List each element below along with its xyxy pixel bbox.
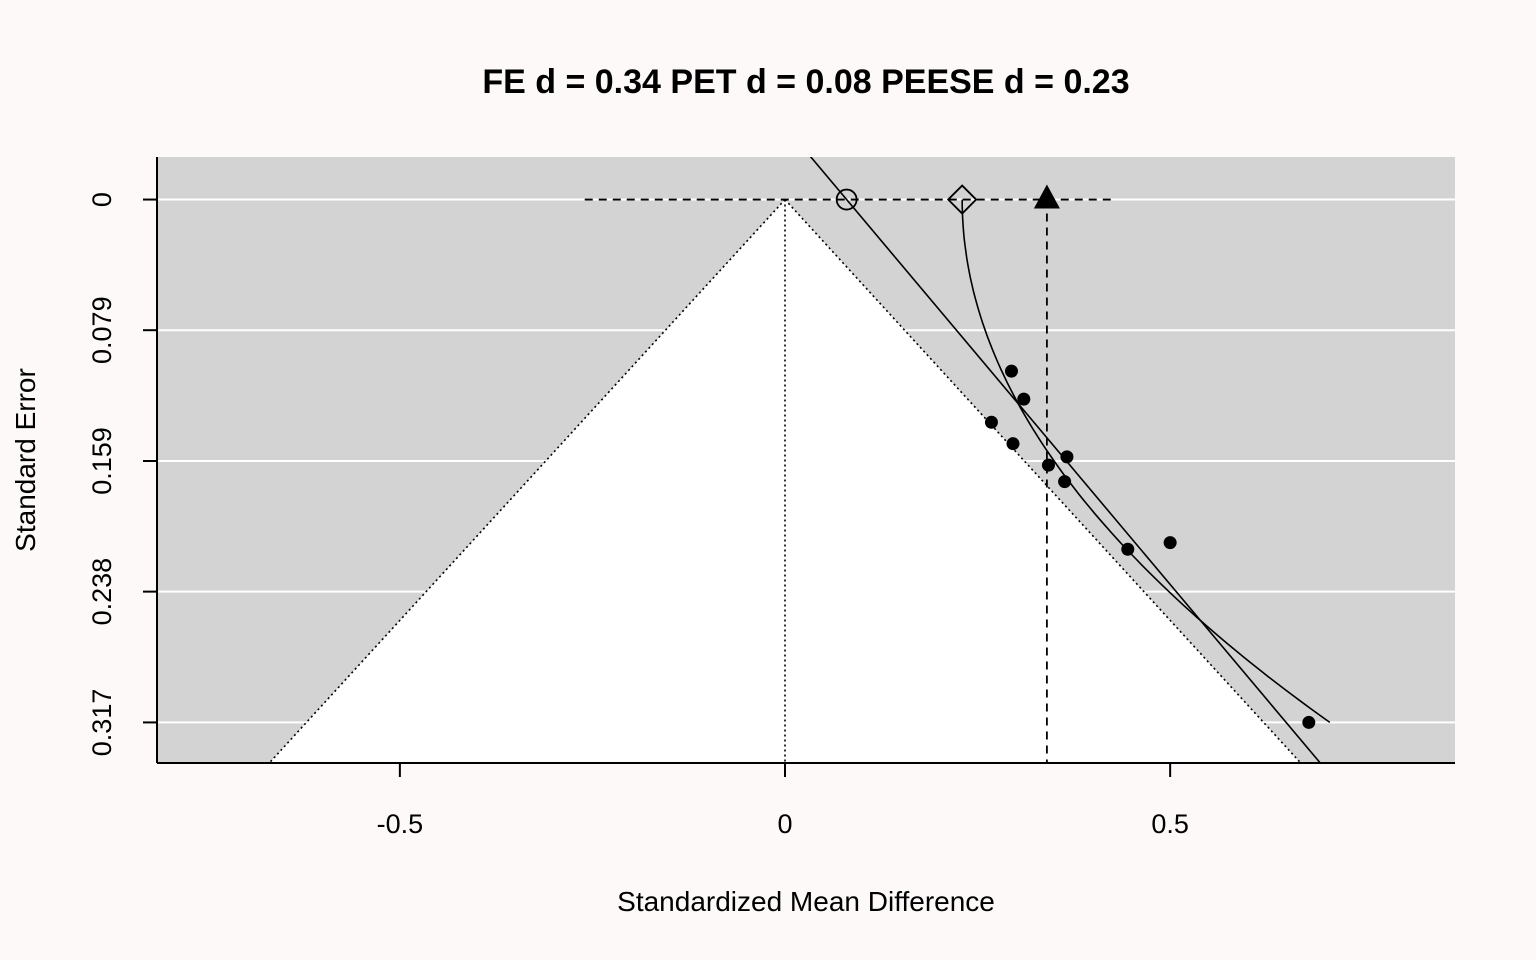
y-tick-label: 0.159 <box>87 427 117 495</box>
y-tick-label: 0.238 <box>87 558 117 626</box>
funnel-left-boundary <box>268 199 786 763</box>
y-axis-label: Standard Error <box>10 368 41 552</box>
study-point <box>1017 392 1031 406</box>
axes: -0.5 0 0.5 0 0.079 0.159 0.238 0.317 <box>87 157 1455 839</box>
fe-estimate-marker <box>1033 184 1060 209</box>
y-tick-label: 0 <box>87 192 117 207</box>
study-point <box>1041 458 1055 472</box>
y-tick-label: 0.079 <box>87 296 117 364</box>
x-tick-label: 0 <box>777 809 792 839</box>
study-point <box>1004 364 1018 378</box>
study-point <box>1006 437 1020 451</box>
peese-estimate-marker <box>946 184 978 215</box>
chart-title: FE d = 0.34 PET d = 0.08 PEESE d = 0.23 <box>482 63 1129 101</box>
study-point <box>1060 450 1074 464</box>
funnel-right-boundary <box>784 199 1302 763</box>
study-point <box>1302 715 1316 729</box>
pet-estimate-marker <box>835 188 858 211</box>
y-tick-label: 0.317 <box>87 689 117 757</box>
study-point <box>1121 542 1135 556</box>
x-tick-label: 0.5 <box>1151 809 1189 839</box>
x-axis-label: Standardized Mean Difference <box>617 886 995 917</box>
plot-clipped-group <box>157 157 1455 763</box>
study-point <box>1058 475 1072 489</box>
peese-regression-curve <box>961 199 1331 724</box>
study-point <box>984 415 998 429</box>
study-point <box>1163 536 1177 550</box>
plot-area <box>157 157 1455 763</box>
x-tick-label: -0.5 <box>377 809 424 839</box>
